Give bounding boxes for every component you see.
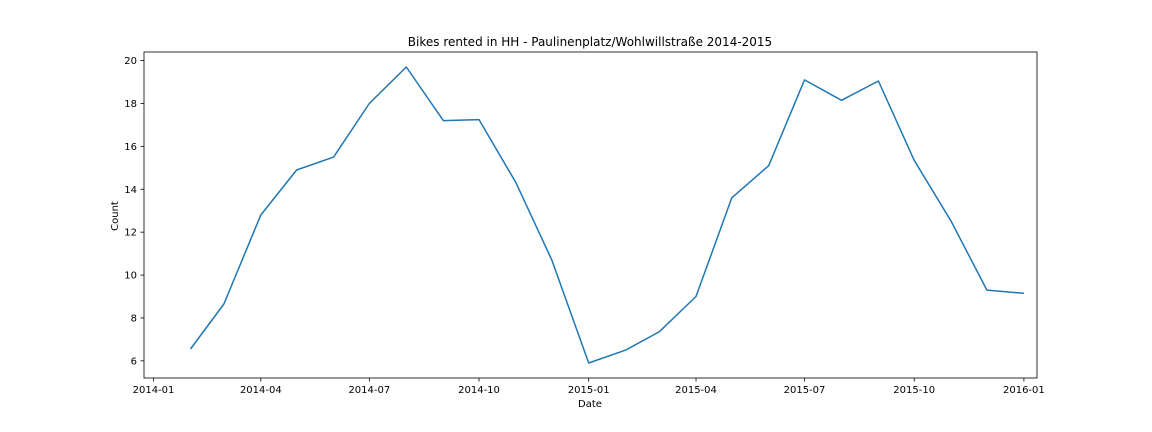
y-axis: 6 8 10 12 14 16 18 20 [124,56,144,367]
x-tick-label: 2015-07 [784,385,826,396]
plot-area [143,51,1038,379]
x-tick-label: 2014-07 [348,385,390,396]
y-tick-label: 10 [124,271,137,282]
y-tick-label: 20 [124,56,137,67]
chart-title: Bikes rented in HH - Paulinenplatz/Wohlw… [408,35,772,49]
series-line [189,66,1024,364]
x-tick-label: 2015-10 [893,385,935,396]
plot-frame [143,51,1038,379]
x-tick-label: 2014-10 [458,385,500,396]
x-tick-label: 2016-01 [1003,385,1045,396]
y-axis-label: Count [110,201,121,231]
x-axis: 2014-01 2014-04 2014-07 2014-10 2015-01 2015-… [133,378,1045,396]
x-tick-label: 2015-04 [675,385,717,396]
y-tick-label: 6 [131,356,137,367]
y-tick-label: 18 [124,99,137,110]
x-axis-label: Date [578,399,602,410]
y-tick-label: 14 [124,185,137,196]
x-tick-label: 2015-01 [568,385,610,396]
y-tick-label: 12 [124,228,137,239]
y-tick-label: 8 [131,313,137,324]
x-tick-label: 2014-04 [240,385,282,396]
y-tick-label: 16 [124,142,137,153]
x-tick-label: 2014-01 [133,385,175,396]
